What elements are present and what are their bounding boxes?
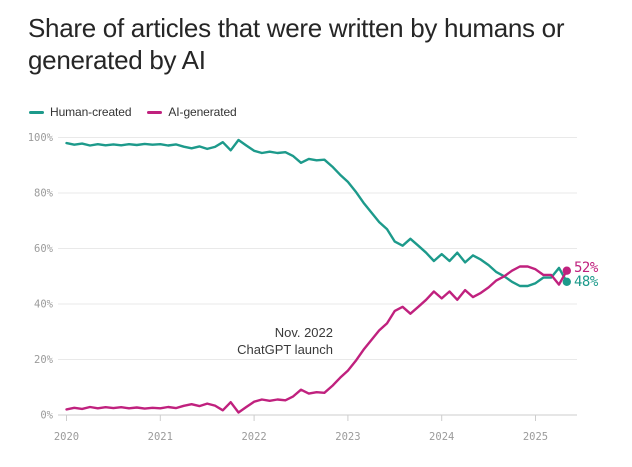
legend-label-ai: AI-generated xyxy=(168,105,237,119)
y-axis-label-0: 0% xyxy=(40,410,53,422)
series-end-dot-ai xyxy=(562,266,571,275)
human-end-value-label: 48% xyxy=(574,274,598,290)
legend-label-human: Human-created xyxy=(50,105,132,119)
x-axis-label-2023: 2023 xyxy=(335,431,360,443)
y-axis-label-40: 40% xyxy=(34,299,54,311)
legend: Human-created AI-generated xyxy=(29,105,237,119)
chatgpt-launch-annotation: Nov. 2022 ChatGPT launch xyxy=(153,324,333,358)
y-axis-label-60: 60% xyxy=(34,243,54,255)
series-line-ai xyxy=(65,265,568,414)
series-end-dot-human xyxy=(562,277,571,286)
x-axis-label-2020: 2020 xyxy=(54,431,79,443)
legend-item-human: Human-created xyxy=(29,105,132,119)
x-axis-label-2025: 2025 xyxy=(523,431,548,443)
chart-title-line1: Share of articles that were written by h… xyxy=(28,13,565,43)
y-axis-label-80: 80% xyxy=(34,188,54,200)
annotation-line1: Nov. 2022 xyxy=(274,325,333,340)
ai-line-swatch xyxy=(147,110,163,114)
chart-title-line2: generated by AI xyxy=(28,45,206,75)
ai-end-value-label: 52% xyxy=(574,260,598,276)
y-axis-label-100: 100% xyxy=(28,132,54,144)
x-axis-label-2021: 2021 xyxy=(148,431,173,443)
y-axis-label-20: 20% xyxy=(34,354,54,366)
human-line-swatch xyxy=(29,110,44,114)
series-line-human xyxy=(65,138,568,288)
x-axis-label-2024: 2024 xyxy=(429,431,454,443)
annotation-line2: ChatGPT launch xyxy=(237,342,333,357)
chart-title: Share of articles that were written by h… xyxy=(28,12,608,76)
legend-item-ai: AI-generated xyxy=(147,105,237,119)
x-axis-label-2022: 2022 xyxy=(241,431,266,443)
